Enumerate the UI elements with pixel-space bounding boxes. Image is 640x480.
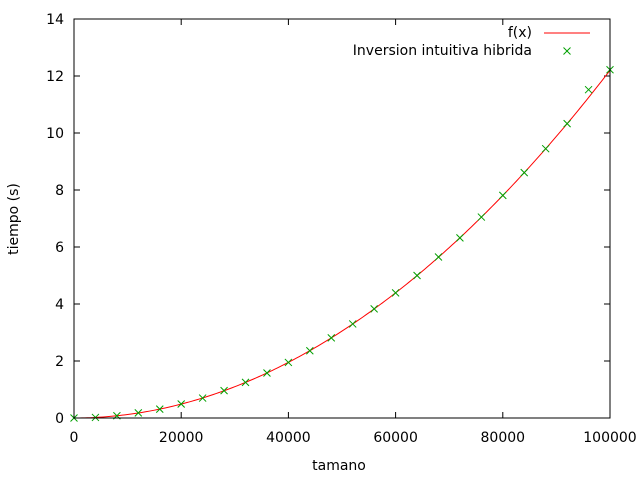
data-point xyxy=(477,213,486,221)
x-tick-label: 40000 xyxy=(266,430,311,446)
y-tick-label: 6 xyxy=(55,240,64,256)
data-point xyxy=(541,144,550,153)
data-point xyxy=(305,346,314,355)
data-point xyxy=(391,289,400,297)
legend-label-fx: f(x) xyxy=(508,25,532,41)
data-point xyxy=(370,304,379,313)
data-point xyxy=(263,369,271,377)
y-tick-label: 4 xyxy=(55,297,64,313)
data-point xyxy=(155,405,164,414)
plot-frame xyxy=(73,18,611,419)
scatter-points xyxy=(70,65,614,422)
data-point xyxy=(134,409,143,417)
x-tick-label: 0 xyxy=(70,430,79,446)
y-tick-label: 2 xyxy=(55,354,64,370)
data-point xyxy=(284,358,293,367)
ticks-layer: 0 20000 40000 60000 80000 100000 0 2 4 6 8 10 12 14 xyxy=(46,12,637,446)
y-tick-label: 10 xyxy=(46,126,64,142)
legend-swatch-scatter xyxy=(563,47,571,55)
data-point xyxy=(563,119,571,128)
y-tick-label: 0 xyxy=(55,411,64,427)
series-line-fx xyxy=(73,69,611,419)
data-point xyxy=(434,253,443,261)
legend-cross xyxy=(563,47,571,55)
legend: f(x) Inversion intuitiva hibrida xyxy=(353,25,590,59)
data-point xyxy=(498,191,507,200)
data-point xyxy=(220,386,228,395)
y-axis-title: tiempo (s) xyxy=(6,183,22,255)
data-point xyxy=(520,168,529,177)
x-tick-label: 20000 xyxy=(159,430,204,446)
y-tick-label: 12 xyxy=(46,69,64,85)
data-point xyxy=(327,334,336,342)
y-tick-label: 8 xyxy=(55,183,64,199)
data-point xyxy=(584,85,593,94)
data-point xyxy=(198,394,207,402)
legend-label-scatter: Inversion intuitiva hibrida xyxy=(353,43,532,59)
data-point xyxy=(413,271,421,280)
x-tick-label: 60000 xyxy=(373,430,418,446)
y-tick-label: 14 xyxy=(46,12,64,28)
x-axis-title: tamano xyxy=(312,458,366,474)
x-tick-label: 100000 xyxy=(583,430,636,446)
data-point xyxy=(177,400,186,408)
x-tick-label: 80000 xyxy=(481,430,526,446)
data-point xyxy=(348,320,357,328)
data-point xyxy=(91,413,100,422)
data-point xyxy=(456,234,464,242)
data-point xyxy=(241,378,250,387)
